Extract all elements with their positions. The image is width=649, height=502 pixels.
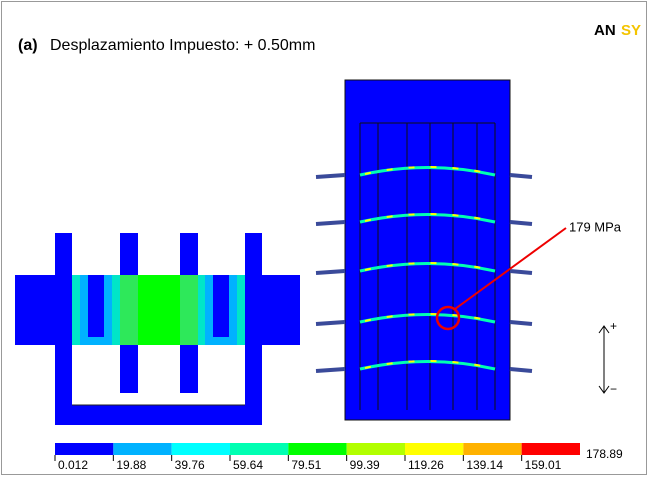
legend-label: 39.76 bbox=[175, 458, 205, 472]
logo-light: SY bbox=[621, 22, 641, 39]
legend-swatch bbox=[230, 443, 288, 455]
title: Desplazamiento Impuesto: + 0.50mm bbox=[50, 37, 315, 54]
panel-label: (a) bbox=[18, 37, 38, 54]
legend-swatch bbox=[347, 443, 405, 455]
right-model bbox=[316, 80, 532, 420]
legend-label: 159.01 bbox=[525, 458, 562, 472]
legend-label: 99.39 bbox=[350, 458, 380, 472]
minus-sign: − bbox=[610, 382, 617, 396]
legend-swatch bbox=[405, 443, 463, 455]
legend-label: 178.89 bbox=[586, 447, 623, 461]
legend-swatch bbox=[55, 443, 113, 455]
legend-swatch bbox=[113, 443, 171, 455]
legend-label: 79.51 bbox=[291, 458, 321, 472]
legend-swatch bbox=[288, 443, 346, 455]
logo-dark: AN bbox=[594, 22, 616, 39]
callout-text: 179 MPa bbox=[569, 219, 622, 234]
legend-swatch bbox=[172, 443, 230, 455]
legend-label: 139.14 bbox=[466, 458, 503, 472]
legend-label: 0.012 bbox=[58, 458, 88, 472]
legend-label: 19.88 bbox=[116, 458, 146, 472]
plus-sign: + bbox=[610, 319, 617, 333]
legend-label: 59.64 bbox=[233, 458, 263, 472]
legend-swatch bbox=[463, 443, 521, 455]
legend-swatch bbox=[522, 443, 580, 455]
screenshot: (a) Desplazamiento Impuesto: + 0.50mm AN… bbox=[0, 0, 649, 502]
legend-label: 119.26 bbox=[408, 458, 444, 472]
